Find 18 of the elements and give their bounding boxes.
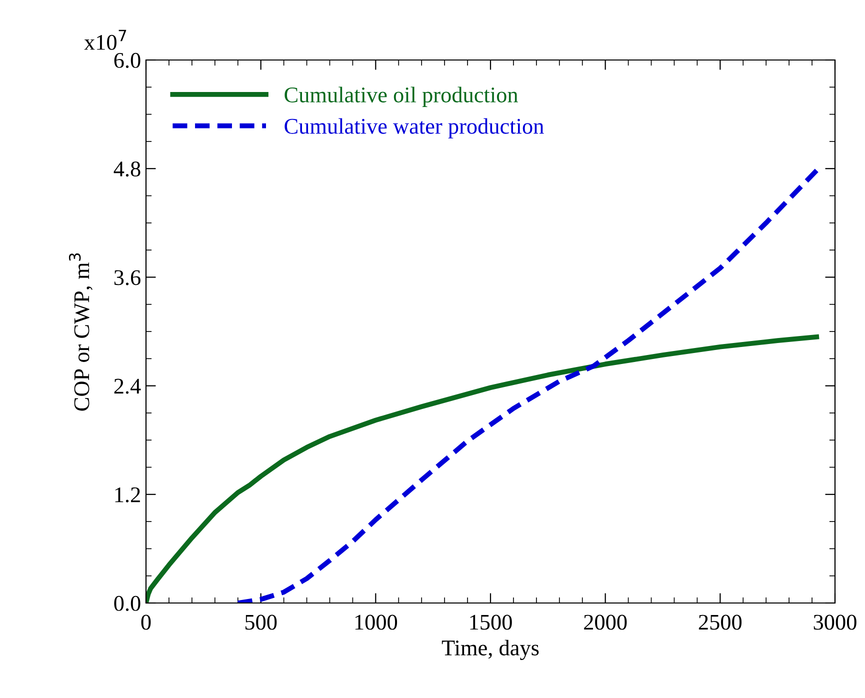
x-axis-title: Time, days [442, 640, 539, 660]
x-tick-label: 2000 [584, 614, 627, 630]
y-tick-label: 3.6 [114, 270, 140, 286]
x-tick-label: 500 [245, 614, 277, 630]
y-tick-label: 4.8 [114, 162, 140, 177]
y-axis-title: COP or CWP, m$^{3}$ [68, 253, 92, 411]
x-tick-label: 1000 [355, 614, 398, 630]
x-tick-label: 2500 [698, 614, 742, 630]
y-tick-label: 0.0 [114, 596, 140, 612]
legend-label: Cumulative oil production [284, 86, 518, 107]
x-tick-label: 0 [141, 614, 151, 630]
x-tick-label: 1500 [470, 614, 512, 630]
text: x10$^{7}$ [84, 30, 126, 50]
legend-label: Cumulative water production [284, 118, 544, 138]
y-tick-label: 6.0 [114, 52, 140, 68]
y-tick-label: 1.2 [115, 487, 140, 502]
y-tick-label: 2.4 [114, 378, 141, 394]
x-tick-label: 3000 [814, 614, 856, 630]
